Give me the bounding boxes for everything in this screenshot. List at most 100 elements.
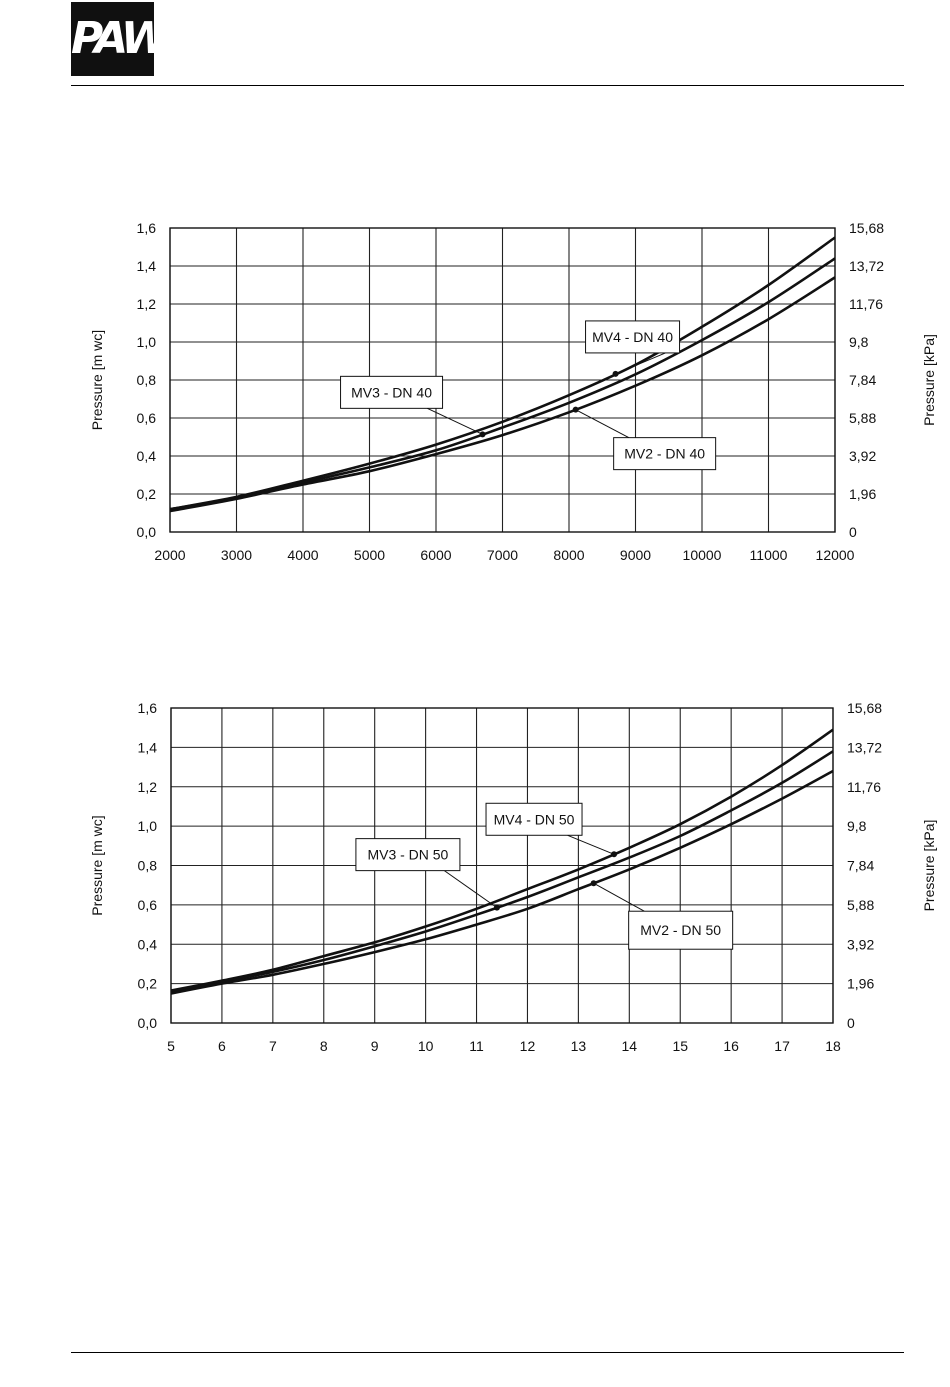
logo-text: PAW bbox=[71, 13, 169, 64]
y-tick-label: 0,4 bbox=[138, 936, 158, 952]
y-tick-label: 0,6 bbox=[138, 897, 158, 913]
annotation-leader bbox=[444, 870, 498, 909]
series-label: MV4 - DN 50 bbox=[494, 811, 575, 827]
x-tick-label: 4000 bbox=[287, 547, 318, 563]
series-line bbox=[170, 728, 834, 992]
series-line bbox=[170, 750, 834, 993]
pressure-chart-dn50: 5 6 7 8 9 10 11 12 13 14 15 16 17 18 0,0 0 0,2 1,96 0,4 3,9… bbox=[0, 690, 950, 1110]
annotation-marker bbox=[611, 851, 618, 858]
series-label: MV4 - DN 40 bbox=[592, 329, 673, 345]
y-tick-label: 1,2 bbox=[138, 779, 158, 795]
y2-tick-label: 9,8 bbox=[849, 334, 869, 350]
y-tick-label: 0,0 bbox=[138, 1015, 158, 1031]
footer-divider bbox=[71, 1352, 904, 1353]
y2-tick-label: 11,76 bbox=[849, 296, 883, 312]
series-label: MV3 - DN 40 bbox=[351, 384, 432, 400]
x-tick-label: 9 bbox=[371, 1038, 379, 1054]
x-tick-label: 5000 bbox=[354, 547, 385, 563]
y2-tick-label: 5,88 bbox=[849, 410, 876, 426]
y2-tick-label: 7,84 bbox=[849, 372, 876, 388]
annotation-box bbox=[485, 802, 583, 836]
y-tick-label: 1,2 bbox=[137, 296, 157, 312]
x-tick-label: 12000 bbox=[816, 547, 855, 563]
y-tick-label: 0,2 bbox=[137, 486, 157, 502]
series-line bbox=[169, 257, 836, 511]
series-label: MV2 - DN 40 bbox=[624, 446, 705, 462]
annotation-box bbox=[628, 910, 734, 950]
y-tick-label: 1,6 bbox=[138, 700, 158, 716]
annotation-box bbox=[340, 375, 444, 409]
annotation-marker bbox=[612, 370, 619, 377]
x-tick-label: 11000 bbox=[750, 547, 788, 563]
y2-tick-label: 15,68 bbox=[849, 220, 884, 236]
y2-tick-label: 3,92 bbox=[849, 448, 876, 464]
series-line bbox=[170, 769, 834, 995]
annotation-marker bbox=[493, 904, 500, 911]
annotation-marker bbox=[590, 880, 597, 887]
annotation-leader bbox=[575, 409, 630, 439]
x-tick-label: 11 bbox=[469, 1038, 484, 1054]
x-tick-label: 6000 bbox=[420, 547, 451, 563]
x-tick-label: 6 bbox=[218, 1038, 226, 1054]
series-line bbox=[169, 276, 836, 513]
y2-tick-label: 1,96 bbox=[847, 976, 874, 992]
y-tick-label: 1,0 bbox=[138, 818, 158, 834]
pressure-chart-dn40: 2000 3000 4000 5000 6000 7000 8000 9000 10000 110… bbox=[0, 200, 950, 620]
y-tick-label: 0,4 bbox=[137, 448, 157, 464]
annotation-leader bbox=[567, 834, 615, 855]
x-tick-label: 18 bbox=[825, 1038, 841, 1054]
series-line bbox=[169, 236, 836, 511]
annotation-marker bbox=[572, 406, 579, 413]
annotation-leader bbox=[427, 407, 483, 435]
y2-tick-label: 7,84 bbox=[847, 858, 874, 874]
y-axis-label: Pressure [m wc] bbox=[89, 815, 105, 915]
x-tick-label: 12 bbox=[520, 1038, 536, 1054]
y2-tick-label: 0 bbox=[847, 1015, 855, 1031]
y-tick-label: 1,6 bbox=[137, 220, 157, 236]
x-tick-label: 15 bbox=[672, 1038, 688, 1054]
y-tick-label: 0,6 bbox=[137, 410, 157, 426]
y-tick-label: 1,4 bbox=[137, 258, 157, 274]
x-tick-label: 7000 bbox=[487, 547, 518, 563]
y-axis-label: Pressure [m wc] bbox=[89, 330, 105, 430]
header-divider bbox=[71, 85, 904, 86]
y2-axis-label: Pressure [kPa] bbox=[921, 820, 937, 912]
y2-tick-label: 0 bbox=[849, 524, 857, 540]
plot-frame bbox=[170, 707, 834, 1024]
x-tick-label: 7 bbox=[269, 1038, 277, 1054]
x-tick-label: 16 bbox=[723, 1038, 739, 1054]
x-tick-label: 5 bbox=[167, 1038, 175, 1054]
y2-tick-label: 13,72 bbox=[849, 258, 884, 274]
y2-tick-label: 9,8 bbox=[847, 818, 867, 834]
y2-tick-label: 13,72 bbox=[847, 739, 882, 755]
x-tick-label: 8000 bbox=[553, 547, 584, 563]
x-tick-label: 8 bbox=[320, 1038, 328, 1054]
annotation-box bbox=[355, 838, 461, 872]
x-tick-label: 10 bbox=[418, 1038, 434, 1054]
x-tick-label: 3000 bbox=[221, 547, 252, 563]
annotation-marker bbox=[479, 431, 486, 438]
chart-canvas: 5 6 7 8 9 10 11 12 13 14 15 16 17 18 0,0 0 0,2 1,96 0,4 3,9… bbox=[89, 700, 937, 1054]
y-tick-label: 0,8 bbox=[138, 858, 158, 874]
y-tick-label: 0,2 bbox=[138, 976, 158, 992]
y-tick-label: 0,8 bbox=[137, 372, 157, 388]
y2-axis-label: Pressure [kPa] bbox=[921, 334, 937, 426]
y2-tick-label: 3,92 bbox=[847, 936, 874, 952]
x-tick-label: 10000 bbox=[683, 547, 722, 563]
series-label: MV2 - DN 50 bbox=[640, 922, 721, 938]
y2-tick-label: 11,76 bbox=[847, 779, 881, 795]
y-tick-label: 1,0 bbox=[137, 334, 157, 350]
x-tick-label: 13 bbox=[571, 1038, 587, 1054]
y-tick-label: 1,4 bbox=[138, 739, 158, 755]
company-logo: PAW bbox=[71, 2, 169, 76]
y2-tick-label: 5,88 bbox=[847, 897, 874, 913]
annotation-box bbox=[585, 320, 681, 354]
x-tick-label: 14 bbox=[622, 1038, 638, 1054]
annotation-leader bbox=[615, 352, 666, 375]
series-label: MV3 - DN 50 bbox=[367, 847, 448, 863]
x-tick-label: 2000 bbox=[154, 547, 185, 563]
chart-canvas: 2000 3000 4000 5000 6000 7000 8000 9000 10000 110… bbox=[89, 220, 937, 563]
annotation-box bbox=[613, 437, 717, 471]
plot-frame bbox=[169, 227, 836, 533]
y2-tick-label: 1,96 bbox=[849, 486, 876, 502]
